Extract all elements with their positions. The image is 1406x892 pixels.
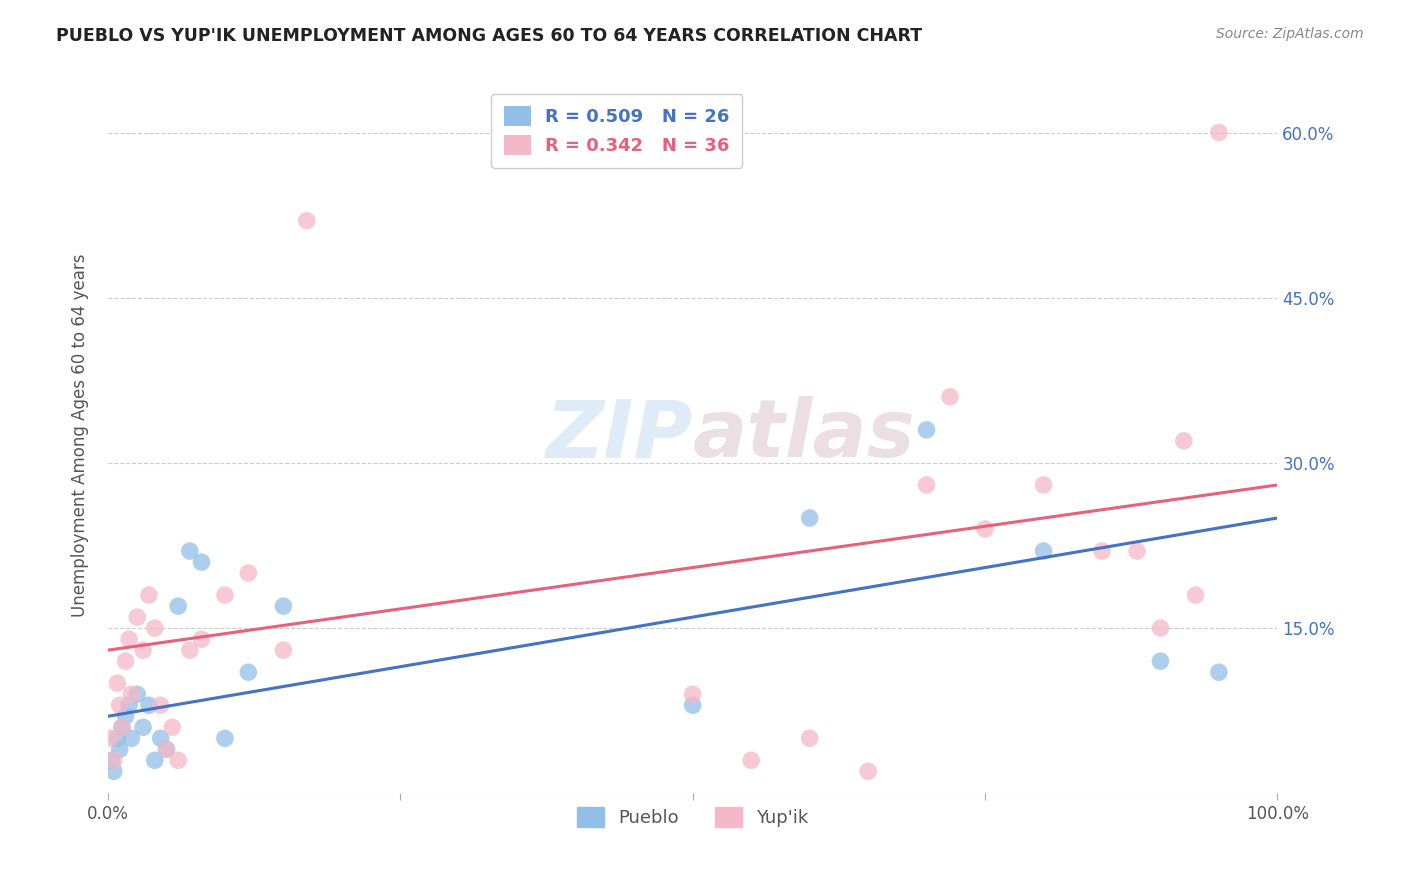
Point xyxy=(120,731,142,746)
Text: ZIP: ZIP xyxy=(546,396,693,475)
Point xyxy=(273,643,295,657)
Point xyxy=(1184,588,1206,602)
Point xyxy=(799,511,821,525)
Point xyxy=(1208,665,1230,680)
Point xyxy=(915,423,938,437)
Point xyxy=(143,753,166,767)
Point xyxy=(295,213,318,227)
Point xyxy=(214,588,236,602)
Point xyxy=(118,698,141,713)
Point xyxy=(190,555,212,569)
Point xyxy=(108,742,131,756)
Point xyxy=(1208,126,1230,140)
Point xyxy=(149,698,172,713)
Point xyxy=(1149,621,1171,635)
Point xyxy=(1149,654,1171,668)
Point xyxy=(111,720,134,734)
Point xyxy=(162,720,184,734)
Point xyxy=(214,731,236,746)
Point xyxy=(682,687,704,701)
Point xyxy=(120,687,142,701)
Text: PUEBLO VS YUP'IK UNEMPLOYMENT AMONG AGES 60 TO 64 YEARS CORRELATION CHART: PUEBLO VS YUP'IK UNEMPLOYMENT AMONG AGES… xyxy=(56,27,922,45)
Point xyxy=(915,478,938,492)
Point xyxy=(238,566,260,580)
Point xyxy=(1091,544,1114,558)
Point xyxy=(132,720,155,734)
Point xyxy=(1173,434,1195,448)
Point xyxy=(167,599,190,613)
Point xyxy=(155,742,177,756)
Point xyxy=(103,753,125,767)
Y-axis label: Unemployment Among Ages 60 to 64 years: Unemployment Among Ages 60 to 64 years xyxy=(72,253,89,617)
Legend: Pueblo, Yup'ik: Pueblo, Yup'ik xyxy=(569,800,815,834)
Point xyxy=(155,742,177,756)
Point xyxy=(108,698,131,713)
Point xyxy=(127,687,149,701)
Point xyxy=(114,654,136,668)
Point xyxy=(111,720,134,734)
Point xyxy=(190,632,212,647)
Point xyxy=(1126,544,1149,558)
Point xyxy=(856,764,879,779)
Point xyxy=(132,643,155,657)
Point xyxy=(105,676,128,690)
Point xyxy=(138,588,160,602)
Point xyxy=(114,709,136,723)
Point xyxy=(127,610,149,624)
Point xyxy=(939,390,962,404)
Point xyxy=(118,632,141,647)
Point xyxy=(1032,544,1054,558)
Point xyxy=(273,599,295,613)
Point xyxy=(238,665,260,680)
Point xyxy=(138,698,160,713)
Point xyxy=(682,698,704,713)
Point xyxy=(179,643,201,657)
Point xyxy=(100,753,122,767)
Point xyxy=(974,522,997,536)
Point xyxy=(179,544,201,558)
Text: atlas: atlas xyxy=(693,396,915,475)
Point xyxy=(167,753,190,767)
Point xyxy=(799,731,821,746)
Point xyxy=(740,753,762,767)
Point xyxy=(105,731,128,746)
Point xyxy=(103,764,125,779)
Text: Source: ZipAtlas.com: Source: ZipAtlas.com xyxy=(1216,27,1364,41)
Point xyxy=(143,621,166,635)
Point xyxy=(98,731,121,746)
Point xyxy=(1032,478,1054,492)
Point xyxy=(149,731,172,746)
